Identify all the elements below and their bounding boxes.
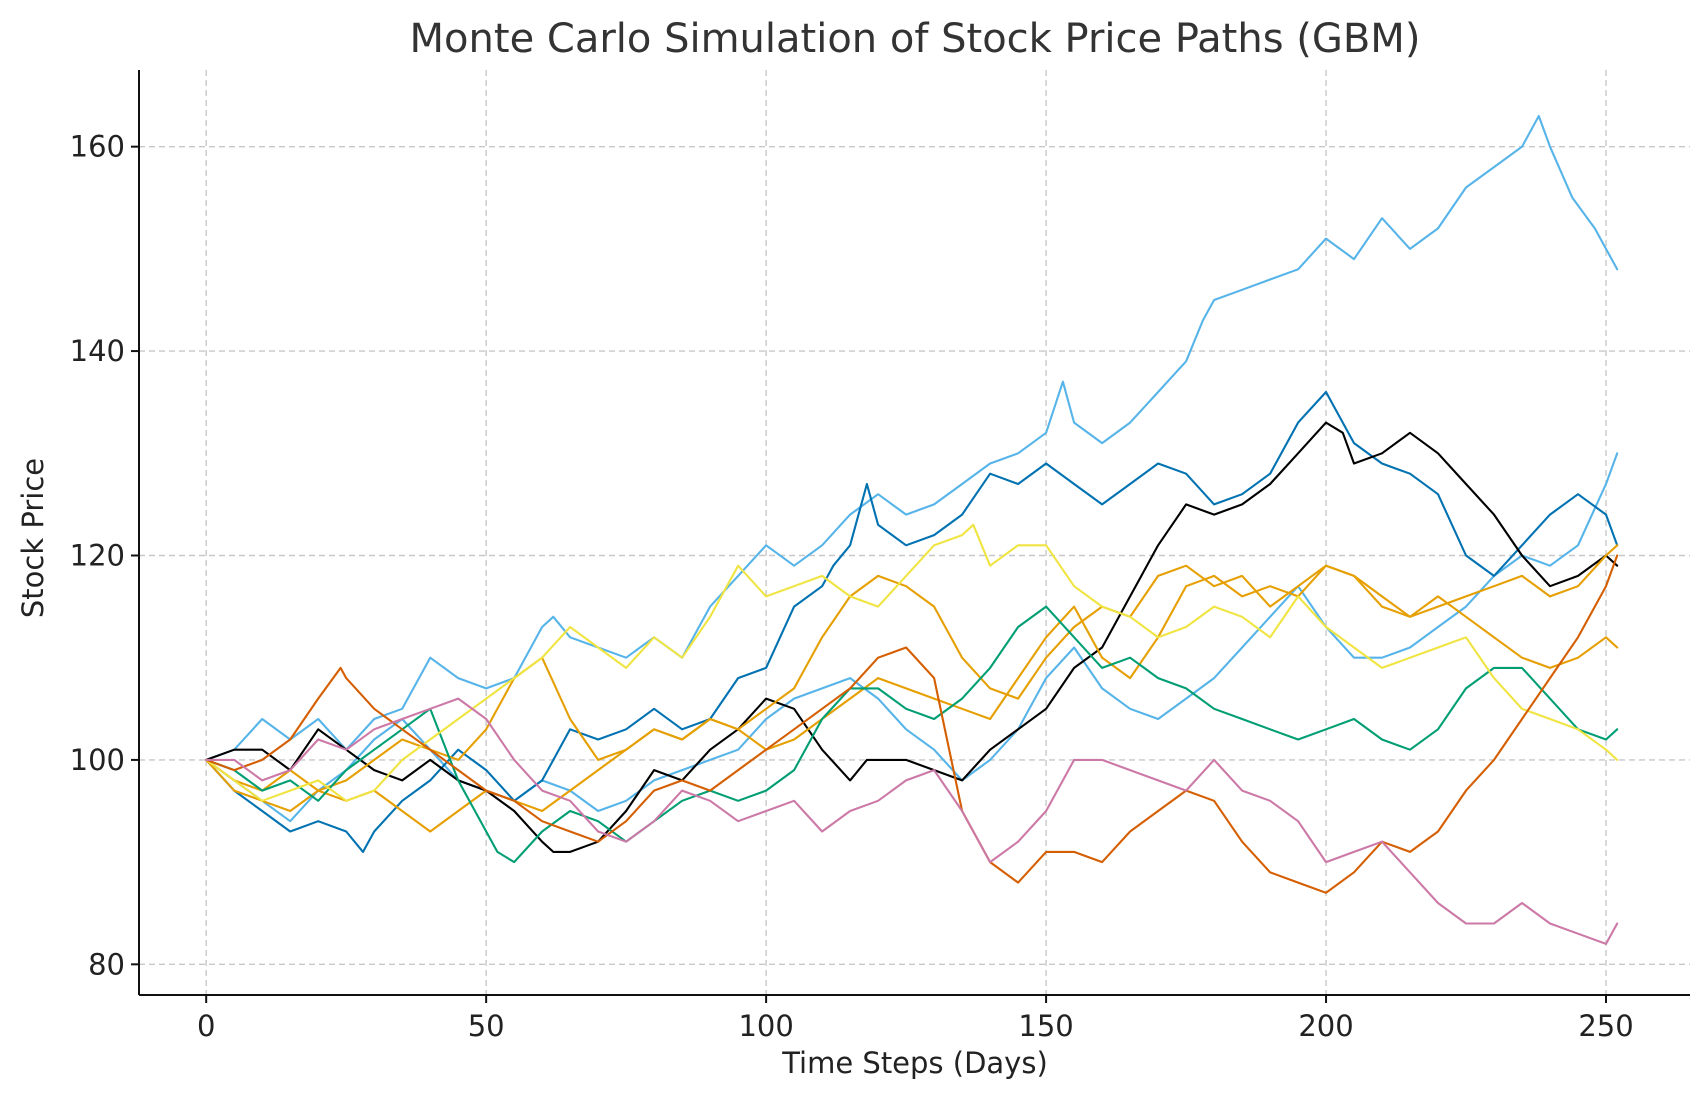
series-line-8 [205,523,1619,802]
x-tick-label-0: 0 [197,1009,215,1043]
y-axis-label: Stock Price [16,458,50,618]
y-tick-label-4: 160 [70,130,125,164]
x-tick-label-5: 250 [1578,1009,1633,1043]
series-line-7 [205,605,1619,864]
axes-layer [138,70,1690,996]
x-tick-label-4: 200 [1298,1009,1353,1043]
y-tick-label-0: 80 [88,947,125,981]
series-line-2 [205,452,1619,823]
y-tick-label-3: 140 [70,334,125,368]
x-tick-label-3: 150 [1018,1009,1073,1043]
chart-title: Monte Carlo Simulation of Stock Price Pa… [410,16,1421,62]
series-line-6 [205,564,1619,813]
series-line-3 [205,390,1619,853]
x-axis-label: Time Steps (Days) [781,1046,1048,1080]
series-line-4 [205,421,1619,853]
y-tick-label-1: 100 [70,743,125,777]
ticks-layer: 0 50 100 150 200 250 80 100 120 140 160 [70,130,1634,1043]
series-layer [205,114,1619,945]
y-tick-label-2: 120 [70,538,125,572]
series-line-1 [205,114,1619,761]
series-line-9 [205,554,1619,894]
series-line-10 [205,697,1619,945]
grid-layer [139,70,1690,995]
x-tick-label-2: 100 [738,1009,793,1043]
series-line-5 [205,544,1619,833]
x-tick-label-1: 50 [468,1009,505,1043]
